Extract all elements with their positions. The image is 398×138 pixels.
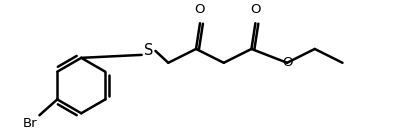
Text: O: O — [282, 56, 292, 69]
Text: S: S — [144, 43, 153, 58]
Text: Br: Br — [23, 117, 37, 130]
Text: O: O — [250, 3, 261, 16]
Text: O: O — [195, 3, 205, 16]
